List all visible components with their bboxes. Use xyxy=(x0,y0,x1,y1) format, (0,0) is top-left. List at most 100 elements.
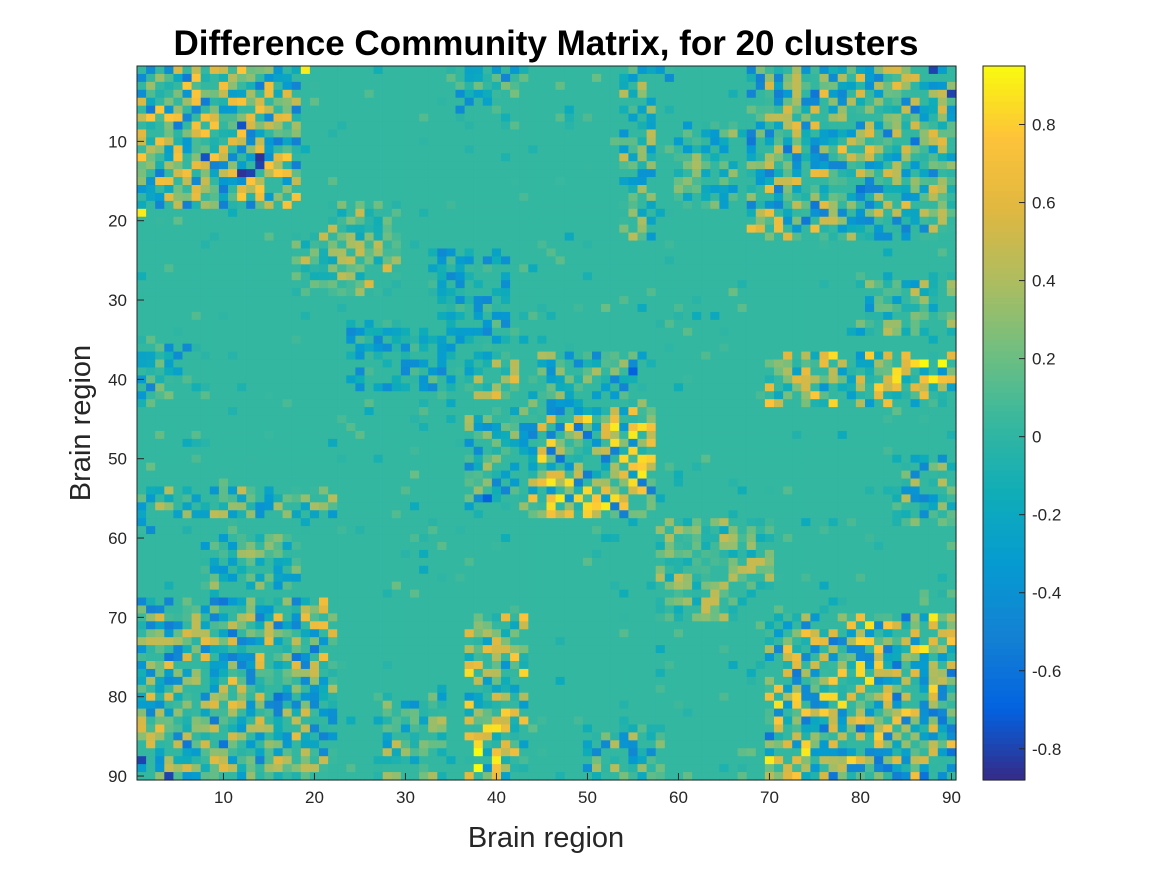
heatmap-cell xyxy=(273,288,284,297)
heatmap-cell xyxy=(755,272,766,281)
heatmap-cell xyxy=(810,97,821,107)
heatmap-cell xyxy=(755,129,766,138)
heatmap-cell xyxy=(555,423,566,432)
heatmap-cell xyxy=(328,216,338,226)
heatmap-cell xyxy=(755,121,766,131)
heatmap-cell xyxy=(946,470,957,480)
heatmap-cell xyxy=(355,430,366,440)
heatmap-cell xyxy=(646,383,657,392)
heatmap-cell xyxy=(373,438,384,448)
heatmap-cell xyxy=(137,423,147,432)
heatmap-cell xyxy=(218,407,229,416)
heatmap-cell xyxy=(300,343,311,353)
heatmap-cell xyxy=(464,446,475,456)
heatmap-cell xyxy=(273,423,284,432)
heatmap-cell xyxy=(255,113,265,123)
heatmap-cell xyxy=(673,208,684,218)
heatmap-cell xyxy=(637,446,648,456)
heatmap-cell xyxy=(655,272,666,281)
heatmap-cell xyxy=(255,391,265,400)
heatmap-cell xyxy=(437,502,447,511)
heatmap-cell xyxy=(846,343,857,353)
heatmap-cell xyxy=(437,351,447,361)
heatmap-cell xyxy=(801,232,811,242)
heatmap-cell xyxy=(364,161,375,170)
heatmap-cell xyxy=(337,423,347,432)
heatmap-cell xyxy=(646,454,657,464)
heatmap-cell xyxy=(837,66,848,75)
heatmap-cell xyxy=(828,304,839,313)
heatmap-cell xyxy=(874,351,884,361)
heatmap-cell xyxy=(246,97,256,107)
heatmap-cell xyxy=(437,319,447,329)
heatmap-cell xyxy=(883,272,893,281)
heatmap-cell xyxy=(410,216,420,226)
heatmap-cell xyxy=(692,375,702,384)
heatmap-cell xyxy=(182,311,193,321)
heatmap-cell xyxy=(573,192,584,202)
heatmap-cell xyxy=(455,137,466,146)
heatmap-cell xyxy=(446,232,457,242)
heatmap-cell xyxy=(446,438,457,448)
heatmap-cell xyxy=(846,153,857,162)
heatmap-cell xyxy=(764,359,775,369)
heatmap-cell xyxy=(428,359,438,369)
heatmap-cell xyxy=(892,470,902,480)
heatmap-cell xyxy=(737,359,748,369)
heatmap-cell xyxy=(837,192,848,202)
heatmap-cell xyxy=(801,137,811,146)
heatmap-cell xyxy=(610,208,620,218)
heatmap-cell xyxy=(464,224,475,234)
heatmap-cell xyxy=(555,208,566,218)
heatmap-cell xyxy=(537,272,548,281)
heatmap-cell xyxy=(719,177,730,186)
heatmap-cell xyxy=(382,367,393,376)
heatmap-cell xyxy=(601,335,611,345)
heatmap-cell xyxy=(255,129,265,138)
heatmap-cell xyxy=(555,105,566,115)
heatmap-cell xyxy=(364,240,375,250)
heatmap-cell xyxy=(346,375,356,384)
heatmap-cell xyxy=(910,391,921,400)
heatmap-cell xyxy=(291,343,302,353)
heatmap-cell xyxy=(228,272,238,281)
heatmap-cell xyxy=(692,367,702,376)
heatmap-cell xyxy=(637,367,648,376)
heatmap-cell xyxy=(491,502,502,511)
heatmap-cell xyxy=(355,256,366,265)
heatmap-cell xyxy=(510,430,520,440)
heatmap-cell xyxy=(810,399,821,408)
heatmap-cell xyxy=(455,375,466,384)
heatmap-cell xyxy=(728,423,739,432)
heatmap-cell xyxy=(501,391,511,400)
heatmap-cell xyxy=(382,319,393,329)
heatmap-cell xyxy=(865,240,875,250)
heatmap-cell xyxy=(410,89,420,99)
heatmap-cell xyxy=(664,375,675,384)
heatmap-cell xyxy=(755,335,766,345)
heatmap-cell xyxy=(291,177,302,186)
heatmap-cell xyxy=(892,81,902,91)
heatmap-cell xyxy=(892,208,902,218)
heatmap-cell xyxy=(428,185,438,194)
heatmap-cell xyxy=(209,375,220,384)
heatmap-cell xyxy=(137,438,147,448)
heatmap-cell xyxy=(491,264,502,273)
heatmap-cell xyxy=(473,367,484,376)
heatmap-cell xyxy=(246,248,256,257)
heatmap-cell xyxy=(464,327,475,337)
heatmap-cell xyxy=(382,240,393,250)
heatmap-cell xyxy=(164,446,174,456)
heatmap-cell xyxy=(874,407,884,416)
heatmap-cell xyxy=(683,192,693,202)
heatmap-cell xyxy=(546,415,557,424)
heatmap-cell xyxy=(419,288,429,297)
heatmap-cell xyxy=(764,161,775,170)
heatmap-cell xyxy=(874,462,884,472)
heatmap-cell xyxy=(437,105,447,115)
heatmap-cell xyxy=(901,280,912,289)
heatmap-cell xyxy=(683,478,693,488)
heatmap-cell xyxy=(400,66,411,75)
heatmap-cell xyxy=(209,335,220,345)
heatmap-cell xyxy=(346,161,356,170)
